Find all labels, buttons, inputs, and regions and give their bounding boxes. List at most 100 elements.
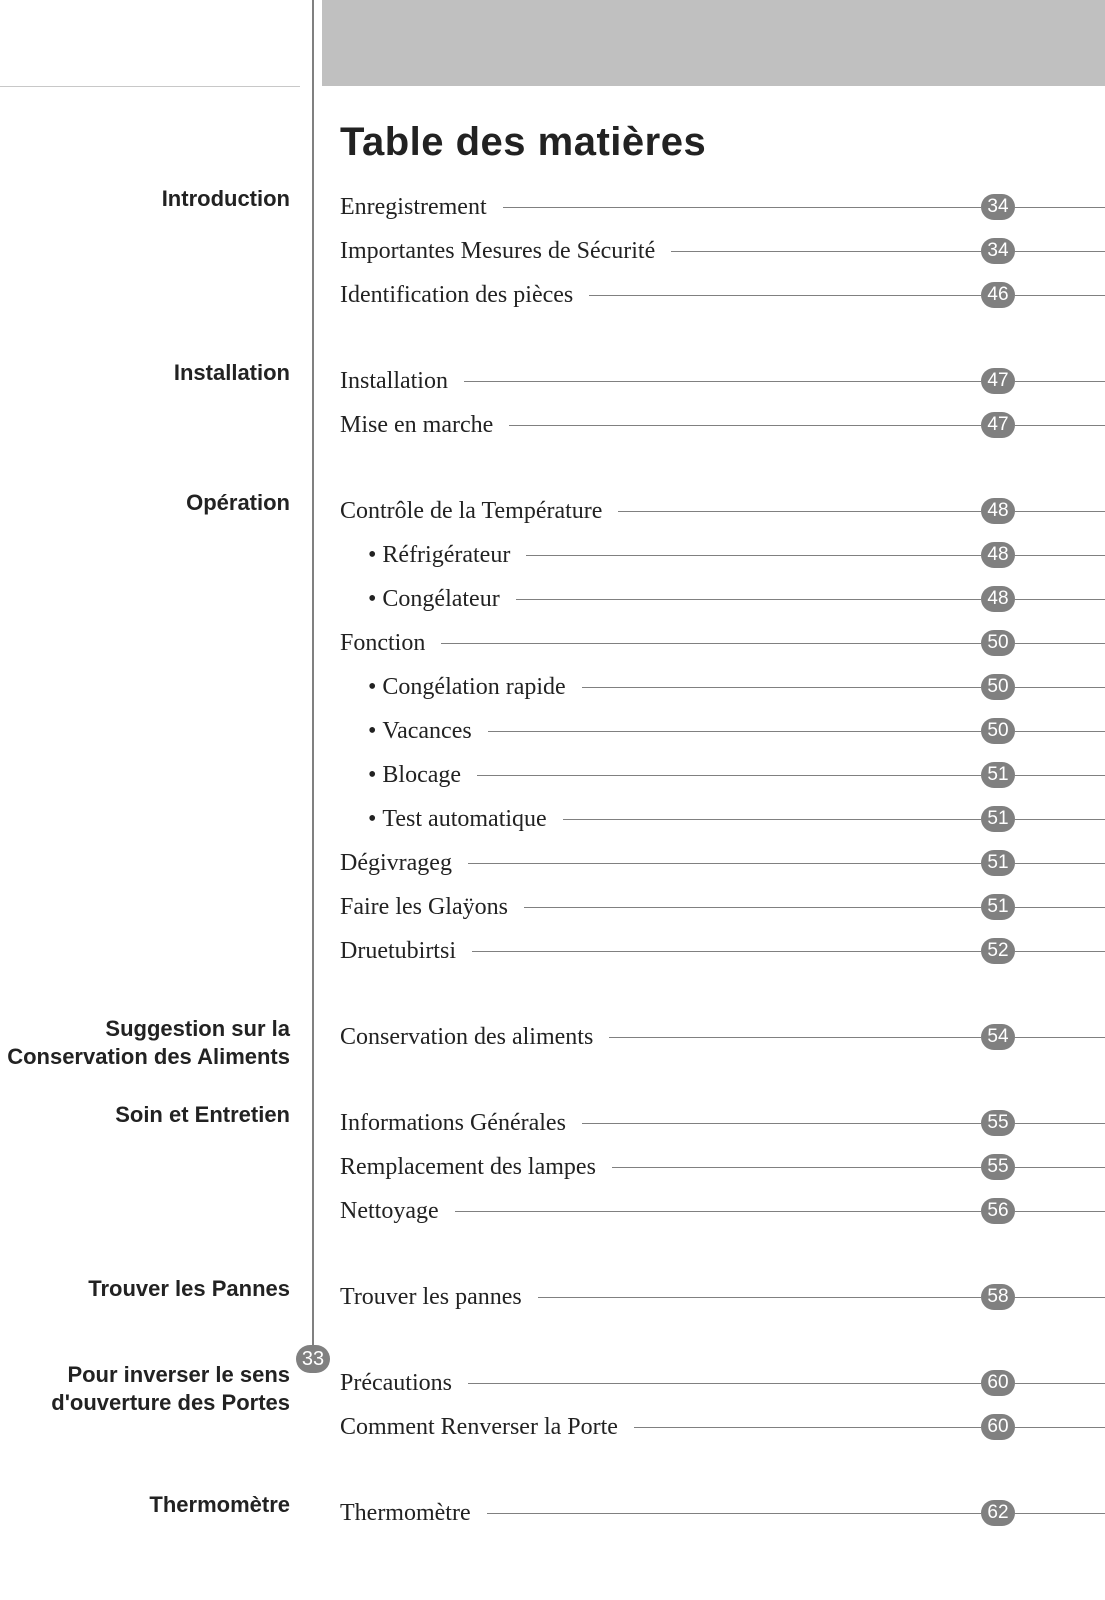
section-entries: Contrôle de la Température48•Réfrigérate… [340, 489, 1105, 973]
leader-line-left [468, 1383, 981, 1384]
page-badge: 55 [981, 1154, 1015, 1180]
toc-entry-label: Précautions [340, 1370, 468, 1397]
bullet-icon: • [368, 674, 382, 701]
page-badge: 56 [981, 1198, 1015, 1224]
page-badge: 50 [981, 630, 1015, 656]
toc-entry-label: Contrôle de la Température [340, 498, 618, 525]
toc-entry-label: Enregistrement [340, 194, 503, 221]
toc-entry-label: Informations Générales [340, 1110, 582, 1137]
leader-line-right [1015, 863, 1105, 864]
page-badge-number: 51 [987, 808, 1008, 830]
page-badge: 50 [981, 674, 1015, 700]
toc-entry-label: Mise en marche [340, 412, 509, 439]
page-badge-number: 52 [987, 940, 1008, 962]
toc-row: Faire les Glaÿons51 [340, 885, 1105, 929]
page-badge-number: 58 [987, 1286, 1008, 1308]
leader-line-left [509, 425, 981, 426]
toc-section: Trouver les PannesTrouver les pannes58 [0, 1275, 1105, 1319]
toc-row: Précautions60 [340, 1361, 1105, 1405]
page-badge: 51 [981, 850, 1015, 876]
page-badge: 60 [981, 1414, 1015, 1440]
toc-row: Trouver les pannes 58 [340, 1275, 1105, 1319]
section-heading: Suggestion sur la Conservation des Alime… [0, 1015, 290, 1070]
leader-line-left [563, 819, 981, 820]
section-entries: Thermomètre62 [340, 1491, 1105, 1535]
toc-row: •Test automatique 51 [340, 797, 1105, 841]
toc-row: Contrôle de la Température 48 [340, 489, 1105, 533]
toc-row: Druetubirtsi 52 [340, 929, 1105, 973]
toc-entry-label: Identification des pièces [340, 282, 589, 309]
toc-row: Conservation des aliments54 [340, 1015, 1105, 1059]
bullet-icon: • [368, 762, 382, 789]
page-badge-number: 48 [987, 544, 1008, 566]
bullet-icon: • [368, 806, 382, 833]
toc-row: Thermomètre62 [340, 1491, 1105, 1535]
page-badge-number: 50 [987, 632, 1008, 654]
leader-line-left [487, 1513, 981, 1514]
page-number: 33 [302, 1348, 324, 1371]
toc-row: Importantes Mesures de Sécurité34 [340, 229, 1105, 273]
leader-line-left [524, 907, 981, 908]
leader-line-left [589, 295, 981, 296]
page-badge-number: 50 [987, 676, 1008, 698]
leader-line-left [441, 643, 981, 644]
toc-entry-label: Blocage [382, 762, 477, 789]
toc-row: Identification des pièces 46 [340, 273, 1105, 317]
section-heading: Installation [0, 359, 290, 387]
top-hairline [0, 86, 300, 87]
page-badge: 34 [981, 194, 1015, 220]
leader-line-right [1015, 1037, 1105, 1038]
bullet-icon: • [368, 586, 382, 613]
page-badge-number: 46 [987, 284, 1008, 306]
leader-line-left [612, 1167, 981, 1168]
top-gray-block [322, 0, 1105, 86]
toc-entry-label: Congélateur [382, 586, 515, 613]
leader-line-right [1015, 1513, 1105, 1514]
page-badge: 50 [981, 718, 1015, 744]
section-entries: Trouver les pannes 58 [340, 1275, 1105, 1319]
section-heading: Introduction [0, 185, 290, 213]
toc-entry-label: Faire les Glaÿons [340, 894, 524, 921]
page-badge: 48 [981, 542, 1015, 568]
page-badge: 58 [981, 1284, 1015, 1310]
leader-line-left [634, 1427, 981, 1428]
page-badge: 51 [981, 806, 1015, 832]
leader-line-left [468, 863, 981, 864]
page-badge: 34 [981, 238, 1015, 264]
toc-section: ThermomètreThermomètre62 [0, 1491, 1105, 1535]
toc-row: •Blocage 51 [340, 753, 1105, 797]
page-badge-number: 62 [987, 1502, 1008, 1524]
leader-line-left [526, 555, 981, 556]
page-badge-number: 54 [987, 1026, 1008, 1048]
page-badge-number: 50 [987, 720, 1008, 742]
page-badge-number: 60 [987, 1416, 1008, 1438]
section-heading: Pour inverser le sens d'ouverture des Po… [0, 1361, 290, 1416]
leader-line-left [464, 381, 981, 382]
toc-entry-label: Dégivrageg [340, 850, 468, 877]
toc-section: Pour inverser le sens d'ouverture des Po… [0, 1361, 1105, 1449]
toc-entry-label: Test automatique [382, 806, 562, 833]
page-badge-number: 47 [987, 370, 1008, 392]
bullet-icon: • [368, 542, 382, 569]
leader-line-left [671, 251, 981, 252]
leader-line-right [1015, 599, 1105, 600]
toc-entry-label: Druetubirtsi [340, 938, 472, 965]
leader-line-left [477, 775, 981, 776]
leader-line-right [1015, 775, 1105, 776]
section-entries: Précautions60Comment Renverser la Porte6… [340, 1361, 1105, 1449]
page-badge-number: 34 [987, 240, 1008, 262]
toc-row: Informations Générales55 [340, 1101, 1105, 1145]
toc-entry-label: Trouver les pannes [340, 1284, 538, 1311]
toc-row: Mise en marche47 [340, 403, 1105, 447]
leader-line-right [1015, 425, 1105, 426]
toc-entry-label: Réfrigérateur [382, 542, 526, 569]
toc-entry-label: Fonction [340, 630, 441, 657]
toc-section: OpérationContrôle de la Température48•Ré… [0, 489, 1105, 973]
page-badge-number: 51 [987, 764, 1008, 786]
page-badge: 48 [981, 498, 1015, 524]
toc-entry-label: Installation [340, 368, 464, 395]
page-badge: 47 [981, 368, 1015, 394]
leader-line-right [1015, 381, 1105, 382]
toc-section: Installation Installation 47 Mise en marche… [0, 359, 1105, 447]
toc-row: Installation 47 [340, 359, 1105, 403]
